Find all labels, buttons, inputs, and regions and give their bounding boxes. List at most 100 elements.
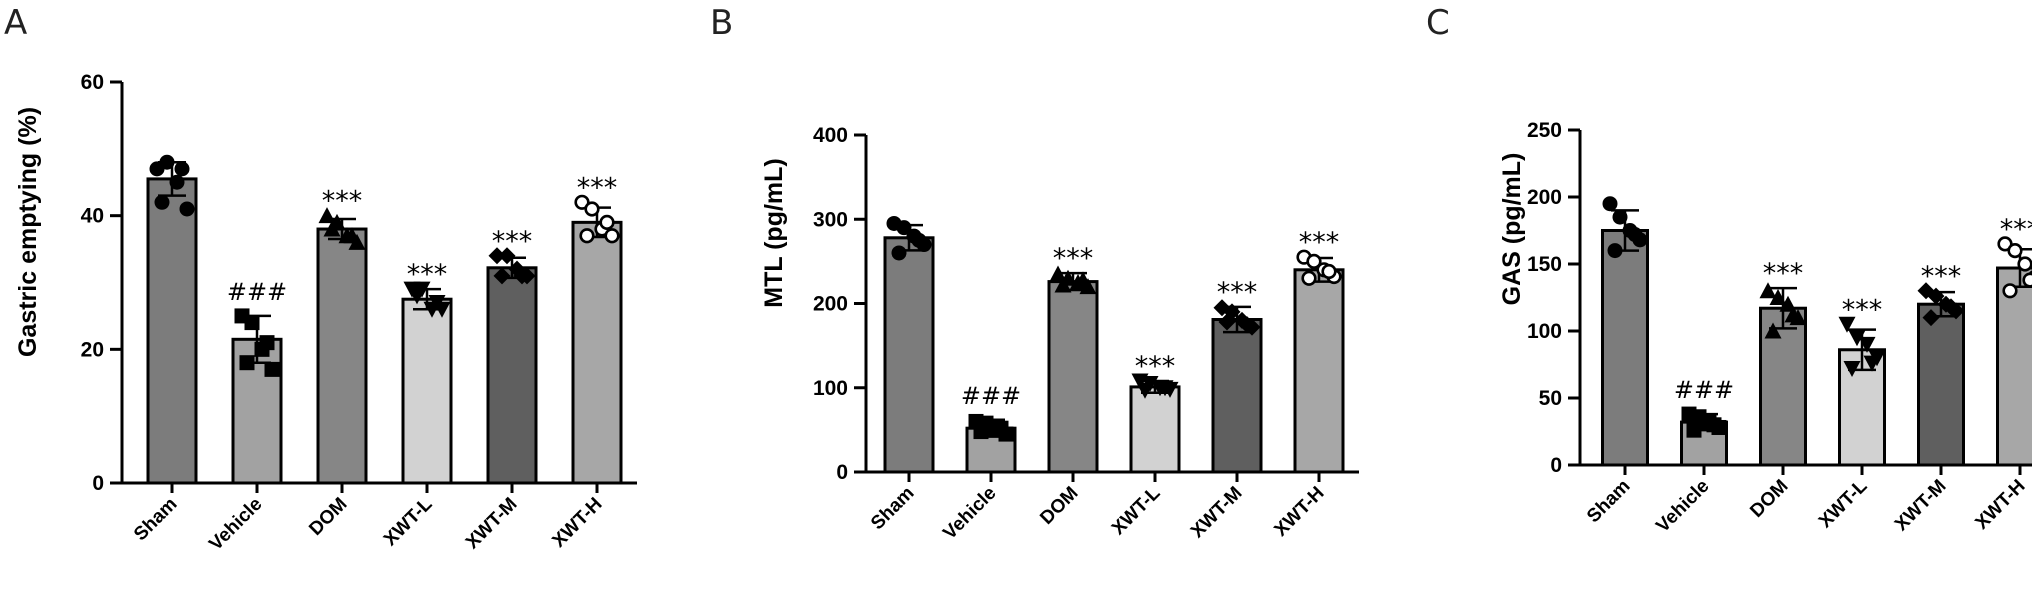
panel-b-data-point: [911, 232, 927, 248]
panel-a-data-point: [513, 267, 531, 285]
panel-b-y-axis-label: MTL (pg/mL): [760, 158, 788, 308]
panel-b-significance-label: ***: [1217, 277, 1258, 308]
panel-c-y-tick-label: 50: [1539, 387, 1562, 410]
panel-a-data-point: [579, 228, 595, 244]
panel-c-bar-xwt-m: [1917, 302, 1965, 467]
panel-a-data-point: [493, 267, 511, 285]
panel-c-data-point: [1769, 289, 1787, 305]
panel-c-y-axis-label: GAS (pg/mL): [1498, 153, 1526, 306]
panel-c-data-point: [1942, 298, 1960, 316]
panel-a-bar-xwt-h: [571, 220, 623, 485]
panel-a-data-point: [428, 295, 446, 312]
panel-c-y-tick-label: 150: [1527, 253, 1562, 276]
panel-c-data-point: [2017, 256, 2032, 272]
panel-a-significance-label: ###: [227, 278, 287, 306]
panel-b-bar-xwt-l: [1129, 385, 1181, 474]
panel-a-data-point: [343, 227, 361, 244]
panel-a-significance-label: ***: [407, 259, 448, 290]
panel-a-data-point: [604, 228, 620, 244]
panel-b-significance-label: ***: [1135, 351, 1176, 382]
panel-c-category-label: Sham: [1583, 476, 1634, 527]
panel-b-data-point: [973, 424, 989, 440]
panel-b-data-point: [1306, 253, 1322, 269]
panel-c-data-point: [1686, 422, 1702, 438]
panel-c-data-point: [1764, 322, 1782, 339]
panel-b-category-label: Sham: [867, 483, 918, 534]
panel-c-y-tick-label: 100: [1527, 320, 1562, 343]
panel-b: B MTL (pg/mL) 0 100 200 300 400 Sham Vehicle ##…: [710, 3, 1359, 544]
panel-a: A Gastric emptying (%) 0 20 40 60 Sham Vehicl…: [4, 3, 637, 555]
panel-a-data-point: [264, 361, 280, 377]
panel-c-letter: C: [1426, 3, 1450, 43]
panel-b-data-point: [1074, 271, 1092, 288]
panel-c-data-point: [1627, 227, 1643, 243]
panel-c-data-point: [1706, 417, 1722, 433]
panel-c-data-point: [2002, 283, 2018, 299]
panel-c-data-point: [1612, 209, 1628, 225]
panel-b-y-tick-label: 400: [813, 124, 848, 147]
panel-b-data-point: [1136, 382, 1154, 399]
panel-c-data-point: [1922, 309, 1940, 327]
panel-a-data-point: [244, 315, 260, 331]
panel-b-data-point: [1156, 380, 1174, 397]
panel-b-category-label: XWT-L: [1108, 482, 1165, 539]
panel-a-y-tick-label: 40: [81, 205, 104, 228]
panel-a-category-label: XWT-M: [462, 494, 522, 554]
panel-b-category-label: DOM: [1036, 483, 1082, 529]
panel-c-data-point: [1927, 287, 1945, 305]
panel-b-bar-sham: [883, 236, 935, 474]
panel-b-y-tick-label: 100: [813, 377, 848, 400]
panel-c-category-label: Vehicle: [1652, 476, 1713, 537]
panel-a-data-point: [179, 201, 195, 217]
panel-a-y-axis-label: Gastric emptying (%): [14, 107, 42, 357]
panel-c-data-point: [2007, 243, 2023, 259]
panel-a-bar-xwt-l: [401, 297, 453, 485]
panel-c-significance-label: ***: [1921, 261, 1962, 292]
panel-c-y-tick-label: 200: [1527, 186, 1562, 209]
panel-a-data-point: [174, 161, 190, 177]
panel-a-significance-label: ***: [322, 186, 363, 217]
panel-c-bar-dom: [1759, 306, 1807, 467]
panel-b-data-point: [896, 220, 912, 236]
panel-c-data-point: [1863, 355, 1881, 372]
panel-c-data-point: [1858, 336, 1876, 353]
panel-c-bar-xwt-h: [1996, 266, 2032, 467]
panel-a-data-point: [159, 154, 175, 170]
panel-b-category-label: XWT-H: [1270, 483, 1328, 541]
panel-b-data-point: [1054, 276, 1072, 293]
panel-c-data-point: [1848, 330, 1866, 347]
panel-a-category-label: Vehicle: [205, 494, 266, 555]
panel-c-data-point: [1997, 236, 2013, 252]
panel-a-category-label: DOM: [305, 494, 351, 540]
panel-a-data-point: [239, 355, 255, 371]
panel-a-y-tick-label: 60: [81, 71, 104, 94]
panel-a-category-label: XWT-L: [380, 493, 437, 550]
panel-b-y-tick-label: 0: [836, 461, 848, 484]
panel-c-data-point: [1779, 295, 1797, 312]
panel-b-data-point: [1049, 265, 1067, 282]
panel-a-data-point: [599, 214, 615, 230]
panel-c-data-point: [1843, 361, 1861, 378]
panel-a-data-point: [498, 247, 516, 265]
panel-b-letter: B: [710, 3, 733, 43]
panel-a-bar-sham: [146, 177, 198, 485]
panel-a-data-point: [488, 247, 506, 265]
panel-b-significance-label: ***: [1053, 243, 1094, 274]
panel-a-data-point: [154, 194, 170, 210]
panel-c-category-label: XWT-H: [1971, 476, 2029, 534]
panel-c-y-tick-label: 0: [1550, 454, 1562, 477]
panel-c-significance-label: ***: [2000, 214, 2032, 245]
panel-a-data-point: [169, 174, 185, 190]
panel-b-data-point: [1301, 270, 1317, 286]
panel-c-data-point: [2022, 272, 2032, 288]
panel-c-data-point: [1759, 282, 1777, 299]
panel-a-data-point: [323, 220, 341, 237]
panel-a-significance-label: ***: [577, 172, 618, 203]
panel-b-y-tick-label: 300: [813, 208, 848, 231]
panel-b-bar-xwt-m: [1211, 318, 1263, 474]
panel-b-significance-label: ###: [961, 382, 1021, 410]
panel-b-significance-label: ***: [1299, 227, 1340, 258]
panel-c: C GAS (pg/mL) 0 50 100 150 200 250 Sham Vehicle…: [1426, 3, 2032, 537]
panel-b-y-tick-label: 200: [813, 293, 848, 316]
panel-b-bar-xwt-h: [1293, 268, 1345, 474]
